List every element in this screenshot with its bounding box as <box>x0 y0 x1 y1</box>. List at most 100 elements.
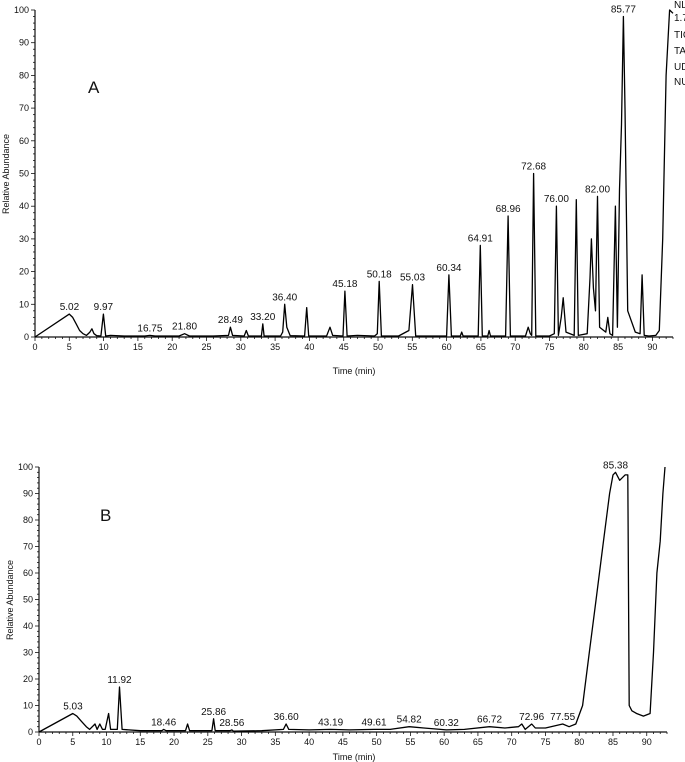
tic-trace-b <box>38 466 666 733</box>
x-tick-label: 15 <box>133 342 143 352</box>
y-tick-label: 0 <box>28 727 33 737</box>
peak-label: 5.02 <box>60 302 80 313</box>
y-tick-label: 30 <box>23 648 33 658</box>
x-tick-label: 45 <box>338 737 348 747</box>
x-tick-label: 65 <box>476 342 486 352</box>
x-tick-label: 0 <box>36 737 41 747</box>
peak-label: 72.96 <box>519 712 544 723</box>
peak-label: 55.03 <box>400 273 425 284</box>
y-tick-label: 40 <box>23 621 33 631</box>
side-text-line: UD <box>674 62 685 73</box>
x-tick-label: 40 <box>304 342 314 352</box>
y-tick-label: 50 <box>19 169 29 179</box>
x-tick-label: 80 <box>579 342 589 352</box>
side-text-line: TIC <box>674 30 685 41</box>
x-tick-label: 30 <box>237 737 247 747</box>
x-tick-label: 20 <box>169 737 179 747</box>
panel-label-b: B <box>100 506 111 525</box>
side-text-line: NL <box>674 0 685 11</box>
x-tick-label: 5 <box>67 342 72 352</box>
x-tick-label: 10 <box>102 737 112 747</box>
side-text-line: TA <box>674 46 685 57</box>
peak-label: 85.38 <box>603 460 628 471</box>
y-tick-label: 0 <box>24 332 29 342</box>
x-tick-label: 70 <box>507 737 517 747</box>
peak-label: 36.40 <box>272 292 297 303</box>
chromatogram-a: A Relative Abundance Time (min) NL 1.7 T… <box>1 0 685 376</box>
x-axis-label-b: Time (min) <box>333 752 376 762</box>
y-tick-label: 50 <box>23 595 33 605</box>
peak-label: 64.91 <box>468 233 493 244</box>
peak-label: 77.55 <box>550 712 575 723</box>
panel-label-a: A <box>88 78 100 97</box>
peak-label: 18.46 <box>151 717 176 728</box>
peak-label: 28.56 <box>219 718 244 729</box>
x-tick-label: 5 <box>70 737 75 747</box>
side-text-line: 1.7 <box>674 13 685 24</box>
peak-label: 66.72 <box>477 715 502 726</box>
y-tick-label: 70 <box>19 103 29 113</box>
peak-label: 49.61 <box>361 717 386 728</box>
y-tick-label: 70 <box>23 542 33 552</box>
x-tick-label: 65 <box>473 737 483 747</box>
y-axis-label-b: Relative Abundance <box>5 560 15 640</box>
x-tick-label: 20 <box>167 342 177 352</box>
y-axis-label-a: Relative Abundance <box>1 134 11 214</box>
peak-label: 5.03 <box>63 701 83 712</box>
peak-label: 60.34 <box>436 263 461 274</box>
y-tick-label: 80 <box>19 70 29 80</box>
side-text-a: NL 1.7 TIC TA UD NU <box>674 0 685 88</box>
peak-label: 43.19 <box>318 717 343 728</box>
x-tick-label: 85 <box>613 342 623 352</box>
y-tick-label: 30 <box>19 234 29 244</box>
x-tick-label: 85 <box>608 737 618 747</box>
x-tick-label: 35 <box>270 737 280 747</box>
y-tick-label: 100 <box>18 462 33 472</box>
peak-label: 25.86 <box>201 707 226 718</box>
x-tick-label: 55 <box>407 342 417 352</box>
x-tick-label: 75 <box>540 737 550 747</box>
peak-label: 21.80 <box>172 322 197 333</box>
x-tick-label: 70 <box>510 342 520 352</box>
y-tick-label: 100 <box>14 5 29 15</box>
peak-label: 33.20 <box>250 312 275 323</box>
peak-label: 45.18 <box>332 279 357 290</box>
x-axis-label-a: Time (min) <box>333 366 376 376</box>
x-tick-label: 90 <box>647 342 657 352</box>
peak-label: 16.75 <box>137 323 162 334</box>
peak-label: 60.32 <box>434 718 459 729</box>
x-tick-label: 75 <box>545 342 555 352</box>
tic-trace-a <box>34 9 674 338</box>
x-tick-label: 25 <box>203 737 213 747</box>
x-tick-label: 45 <box>339 342 349 352</box>
y-tick-label: 90 <box>23 489 33 499</box>
x-tick-label: 60 <box>442 342 452 352</box>
peak-label: 72.68 <box>521 162 546 173</box>
y-tick-label: 40 <box>19 201 29 211</box>
chromatogram-b: B Relative Abundance Time (min) 0 5 10 15 20… <box>5 460 668 762</box>
x-tick-label: 55 <box>405 737 415 747</box>
y-tick-label: 60 <box>19 136 29 146</box>
y-tick-label: 10 <box>23 701 33 711</box>
y-tick-label: 20 <box>19 267 29 277</box>
y-tick-label: 20 <box>23 674 33 684</box>
peak-label: 36.60 <box>274 712 299 723</box>
peak-label: 68.96 <box>496 204 521 215</box>
side-text-line: NU <box>674 77 685 88</box>
x-tick-label: 30 <box>236 342 246 352</box>
x-tick-label: 80 <box>574 737 584 747</box>
x-tick-label: 10 <box>99 342 109 352</box>
x-tick-label: 15 <box>135 737 145 747</box>
peak-label: 82.00 <box>585 184 610 195</box>
x-tick-label: 50 <box>372 737 382 747</box>
x-tick-label: 35 <box>270 342 280 352</box>
peak-label: 85.77 <box>611 5 636 16</box>
peak-label: 11.92 <box>107 675 132 686</box>
peak-label: 9.97 <box>94 302 114 313</box>
y-tick-label: 10 <box>19 299 29 309</box>
x-tick-label: 0 <box>32 342 37 352</box>
x-tick-label: 90 <box>642 737 652 747</box>
x-tick-label: 60 <box>439 737 449 747</box>
peak-label: 50.18 <box>367 269 392 280</box>
